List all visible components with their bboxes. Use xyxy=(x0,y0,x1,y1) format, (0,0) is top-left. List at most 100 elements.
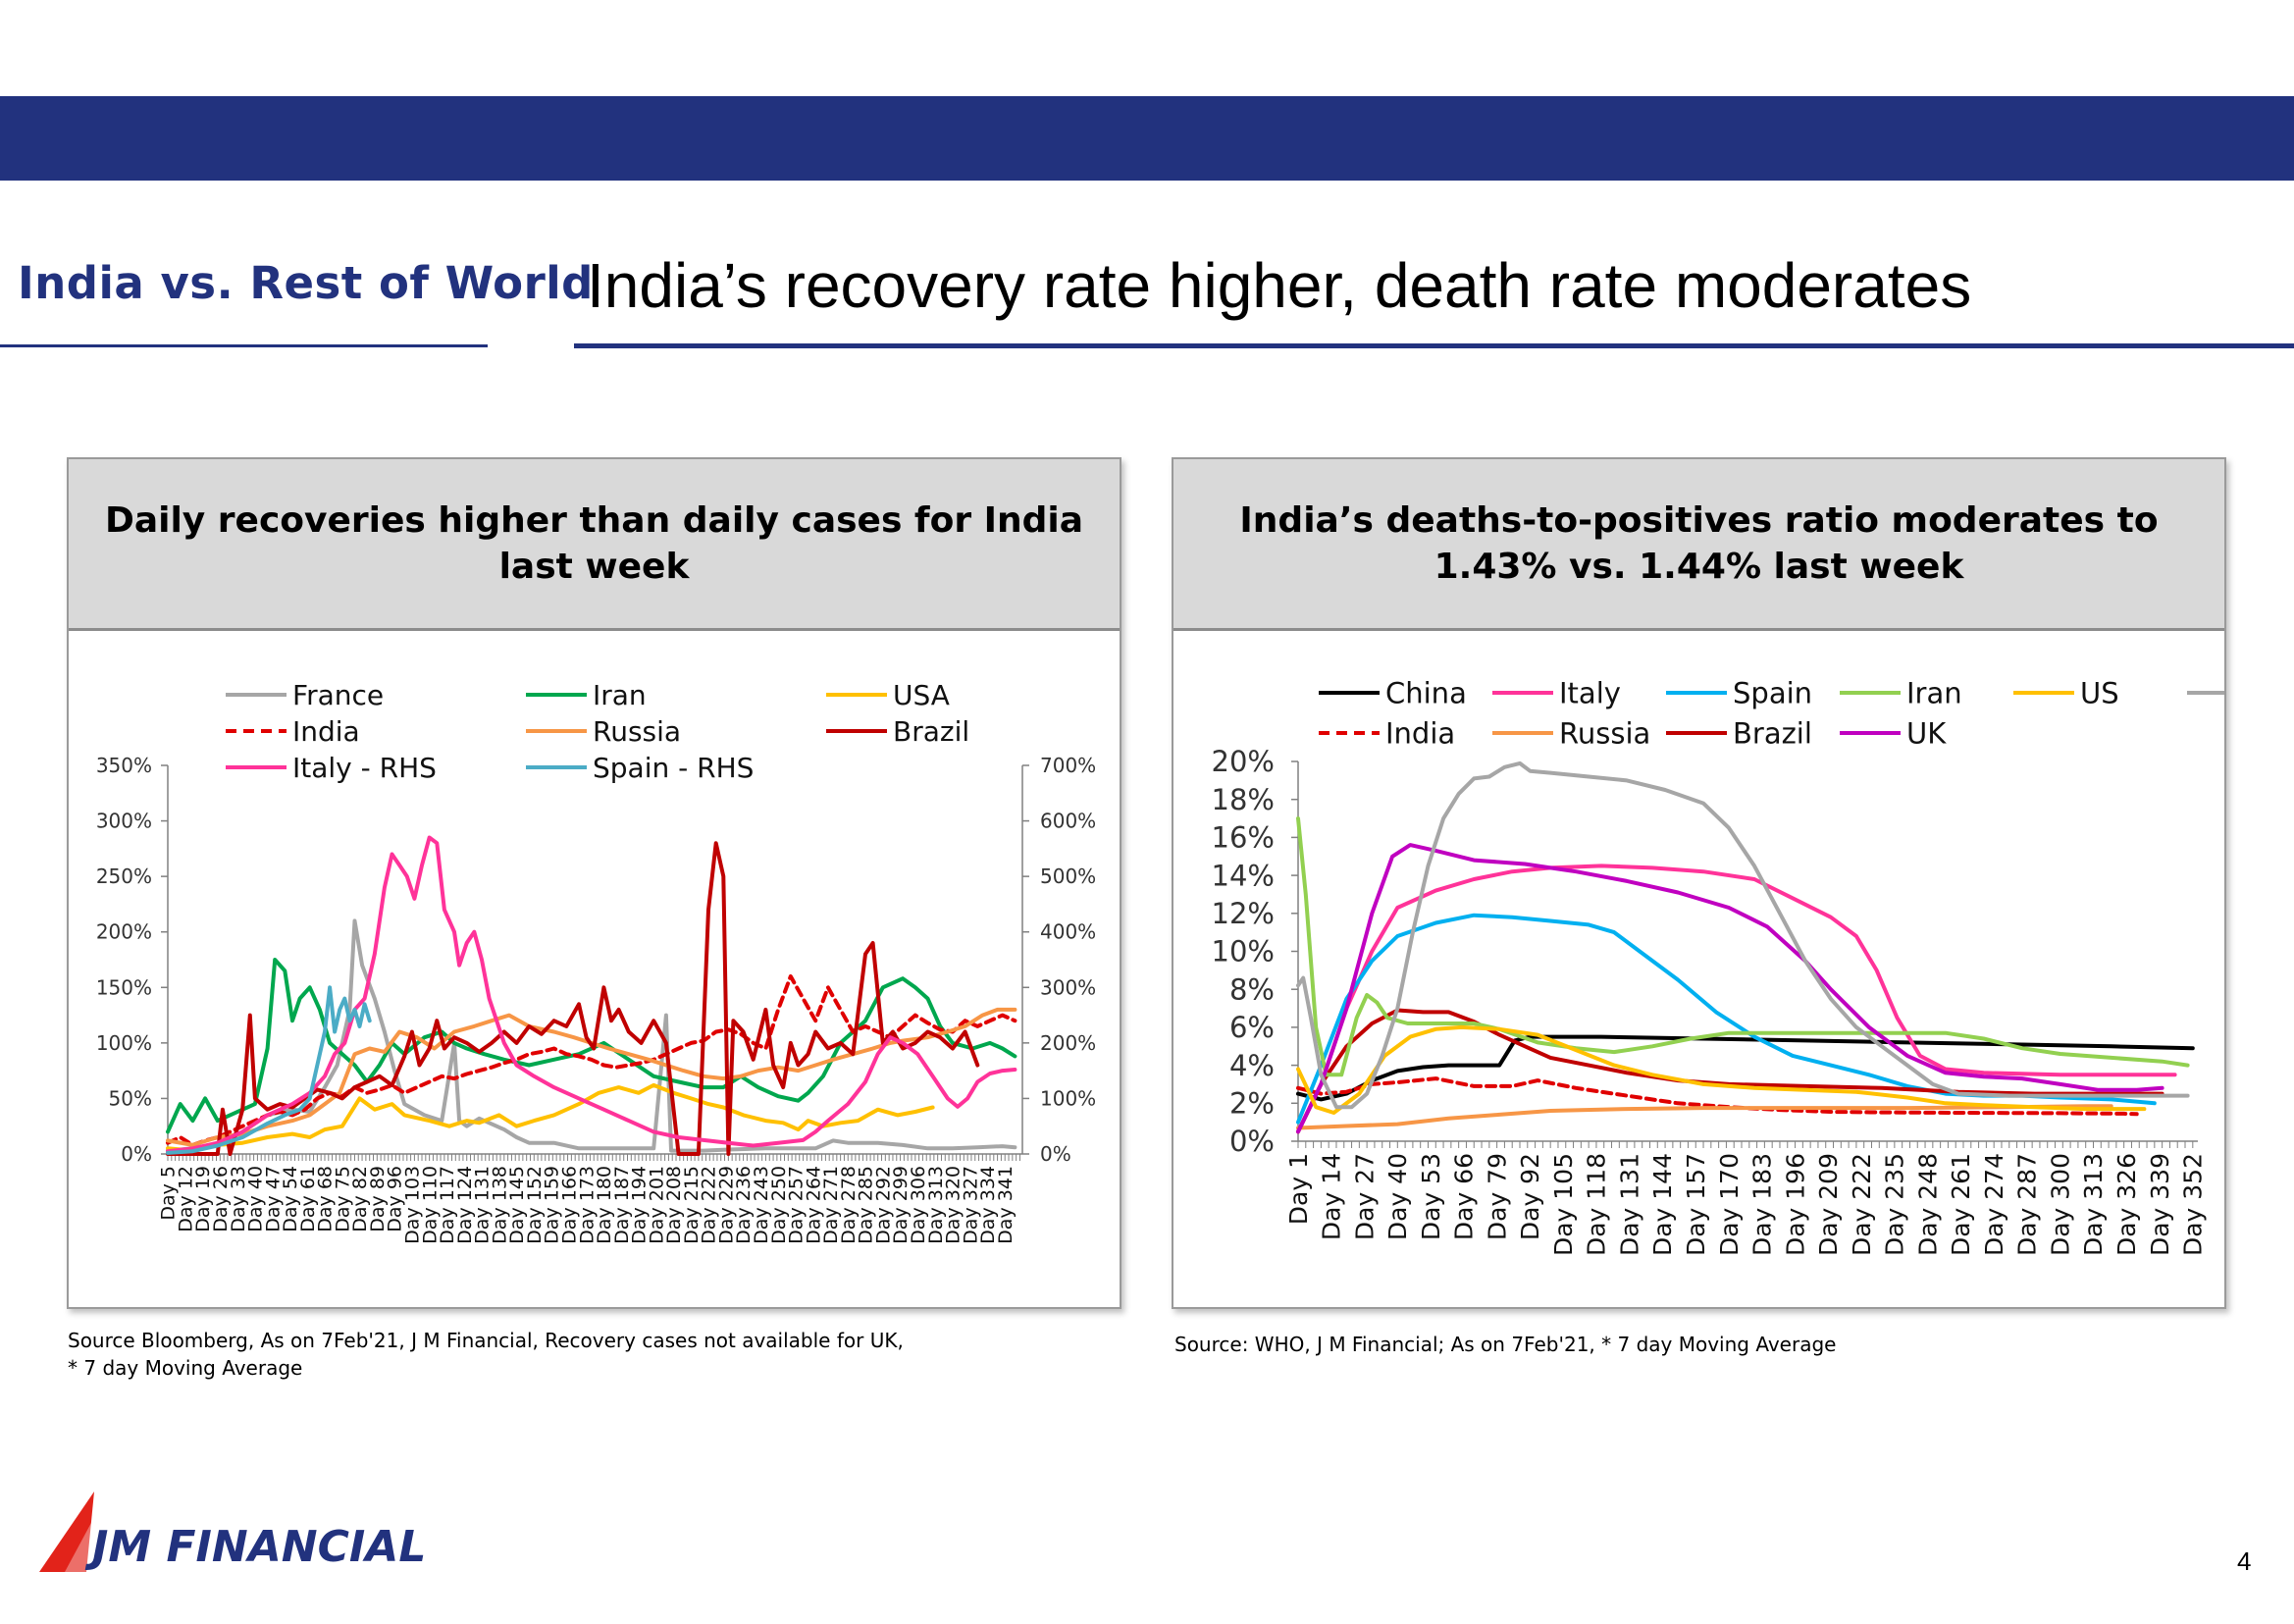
legend-label: Spain - RHS xyxy=(593,752,754,784)
series-line-iran xyxy=(166,958,1017,1134)
right-chart-heading: India’s deaths-to-positives ratio modera… xyxy=(1239,500,2159,587)
x-tick-label: Day 1 xyxy=(1284,1153,1313,1225)
x-tick-label: Day 92 xyxy=(1516,1153,1544,1240)
x-tick-label: Day 229 xyxy=(715,1166,737,1244)
legend-label: India xyxy=(292,715,360,748)
x-tick-label: Day 257 xyxy=(786,1166,808,1244)
logo-sail-icon xyxy=(39,1492,94,1572)
x-tick-label: Day 159 xyxy=(542,1166,563,1244)
x-tick-label: Day 278 xyxy=(838,1166,860,1244)
x-tick-label: Day 53 xyxy=(1417,1153,1445,1240)
y-tick-label-right: 100% xyxy=(1040,1086,1096,1110)
section-underline xyxy=(0,344,488,347)
series-line-spain-rhs xyxy=(166,985,372,1155)
series-line-brazil xyxy=(166,841,980,1156)
x-tick-label: Day 96 xyxy=(385,1166,406,1232)
x-tick-label: Day 187 xyxy=(611,1166,633,1244)
y-tick-label-right: 300% xyxy=(1040,975,1096,999)
x-tick-label: Day 341 xyxy=(995,1166,1017,1244)
x-tick-label: Day 250 xyxy=(768,1166,790,1244)
x-tick-label: Day 152 xyxy=(524,1166,546,1244)
legend-label: France xyxy=(292,679,384,711)
x-tick-label: Day 12 xyxy=(175,1166,196,1232)
left-chart-heading: Daily recoveries higher than daily cases… xyxy=(104,500,1084,587)
x-tick-label: Day 313 xyxy=(2079,1153,2108,1256)
x-tick-label: Day 236 xyxy=(733,1166,755,1244)
x-tick-label: Day 27 xyxy=(1350,1153,1379,1240)
x-tick-label: Day 124 xyxy=(454,1166,476,1244)
x-tick-label: Day 264 xyxy=(803,1166,824,1244)
y-tick-label-right: 700% xyxy=(1040,754,1096,777)
series-line-russia xyxy=(1296,1104,2113,1130)
x-tick-label: Day 79 xyxy=(1483,1153,1511,1240)
y-tick-label-right: 400% xyxy=(1040,920,1096,944)
right-source-note: Source: WHO, J M Financial; As on 7Feb'2… xyxy=(1174,1333,1837,1356)
logo-text: JM FINANCIAL xyxy=(84,1522,426,1572)
x-tick-label: Day 131 xyxy=(472,1166,494,1244)
x-tick-label: Day 183 xyxy=(1748,1153,1777,1256)
x-tick-label: Day 299 xyxy=(890,1166,912,1244)
y-tick-label-left: 12% xyxy=(1212,897,1275,930)
x-tick-label: Day 326 xyxy=(2112,1153,2141,1256)
x-tick-label: Day 209 xyxy=(1814,1153,1843,1256)
header-bar xyxy=(0,96,2294,181)
series-line-uk xyxy=(1296,843,2164,1134)
y-tick-label-left: 350% xyxy=(96,754,152,777)
x-tick-label: Day 180 xyxy=(594,1166,615,1244)
series-line-china xyxy=(1296,1034,2195,1102)
y-tick-label-right: 200% xyxy=(1040,1031,1096,1055)
x-tick-label: Day 334 xyxy=(977,1166,999,1244)
series-line-france xyxy=(1296,760,2190,1110)
legend-label: US xyxy=(2080,676,2119,709)
x-tick-label: Day 248 xyxy=(1913,1153,1942,1256)
legend-label: Brazil xyxy=(1733,716,1812,750)
y-tick-label-left: 250% xyxy=(96,864,152,888)
y-tick-label-right: 500% xyxy=(1040,864,1096,888)
x-tick-label: Day 243 xyxy=(751,1166,772,1244)
legend-label: Italy xyxy=(1559,676,1621,709)
x-tick-label: Day 235 xyxy=(1881,1153,1909,1256)
x-tick-label: Day 271 xyxy=(820,1166,842,1244)
deaths-ratio-chart: 0%2%4%6%8%10%12%14%16%18%20%Day 1 Day 14 D… xyxy=(1212,676,2224,1256)
legend-label: Brazil xyxy=(893,715,969,748)
left-source-line2: * 7 day Moving Average xyxy=(68,1356,303,1380)
x-tick-label: Day 33 xyxy=(228,1166,249,1232)
x-tick-label: Day 82 xyxy=(349,1166,371,1232)
y-tick-label-left: 10% xyxy=(1212,935,1275,969)
x-tick-label: Day 61 xyxy=(297,1166,319,1232)
y-tick-label-left: 0% xyxy=(121,1142,152,1166)
y-tick-label-right: 0% xyxy=(1040,1142,1071,1166)
legend-label: Russia xyxy=(1559,716,1650,750)
title-underline xyxy=(574,343,2294,348)
x-tick-label: Day 222 xyxy=(699,1166,720,1244)
x-tick-label: Day 261 xyxy=(1947,1153,1975,1256)
x-tick-label: Day 170 xyxy=(1715,1153,1744,1256)
x-tick-label: Day 66 xyxy=(1450,1153,1479,1240)
left-source-note: Source Bloomberg, As on 7Feb'21, J M Fin… xyxy=(68,1327,904,1382)
series-line-usa xyxy=(166,1082,935,1153)
legend-label: UK xyxy=(1906,716,1947,750)
x-tick-label: Day 19 xyxy=(192,1166,214,1232)
x-tick-label: Day 75 xyxy=(332,1166,353,1232)
y-tick-label-left: 18% xyxy=(1212,783,1275,816)
x-tick-label: Day 285 xyxy=(856,1166,877,1244)
left-chart-heading-box: Daily recoveries higher than daily cases… xyxy=(69,459,1120,631)
x-tick-label: Day 89 xyxy=(367,1166,389,1232)
x-tick-label: Day 320 xyxy=(943,1166,965,1244)
legend-label: Italy - RHS xyxy=(292,752,437,784)
y-tick-label-left: 20% xyxy=(1212,745,1275,778)
x-tick-label: Day 54 xyxy=(280,1166,301,1232)
recoveries-chart: 0% 50% 100% 150% 200% 250% 300% 350% 0% 100% 200% 3… xyxy=(96,679,1096,1244)
legend-label: Russia xyxy=(593,715,681,748)
x-tick-label: Day 118 xyxy=(1583,1153,1611,1256)
left-source-line1: Source Bloomberg, As on 7Feb'21, J M Fin… xyxy=(68,1329,904,1352)
y-tick-label-left: 50% xyxy=(109,1086,152,1110)
x-tick-label: Day 313 xyxy=(925,1166,947,1244)
y-tick-label-left: 6% xyxy=(1229,1011,1275,1044)
y-tick-label-left: 4% xyxy=(1229,1049,1275,1082)
jm-financial-logo: JM FINANCIAL xyxy=(39,1492,426,1572)
y-tick-label-right: 600% xyxy=(1040,810,1096,833)
x-tick-label: Day 274 xyxy=(1980,1153,2008,1256)
series-line-iran xyxy=(1296,816,2190,1077)
y-tick-label-left: 8% xyxy=(1229,972,1275,1006)
